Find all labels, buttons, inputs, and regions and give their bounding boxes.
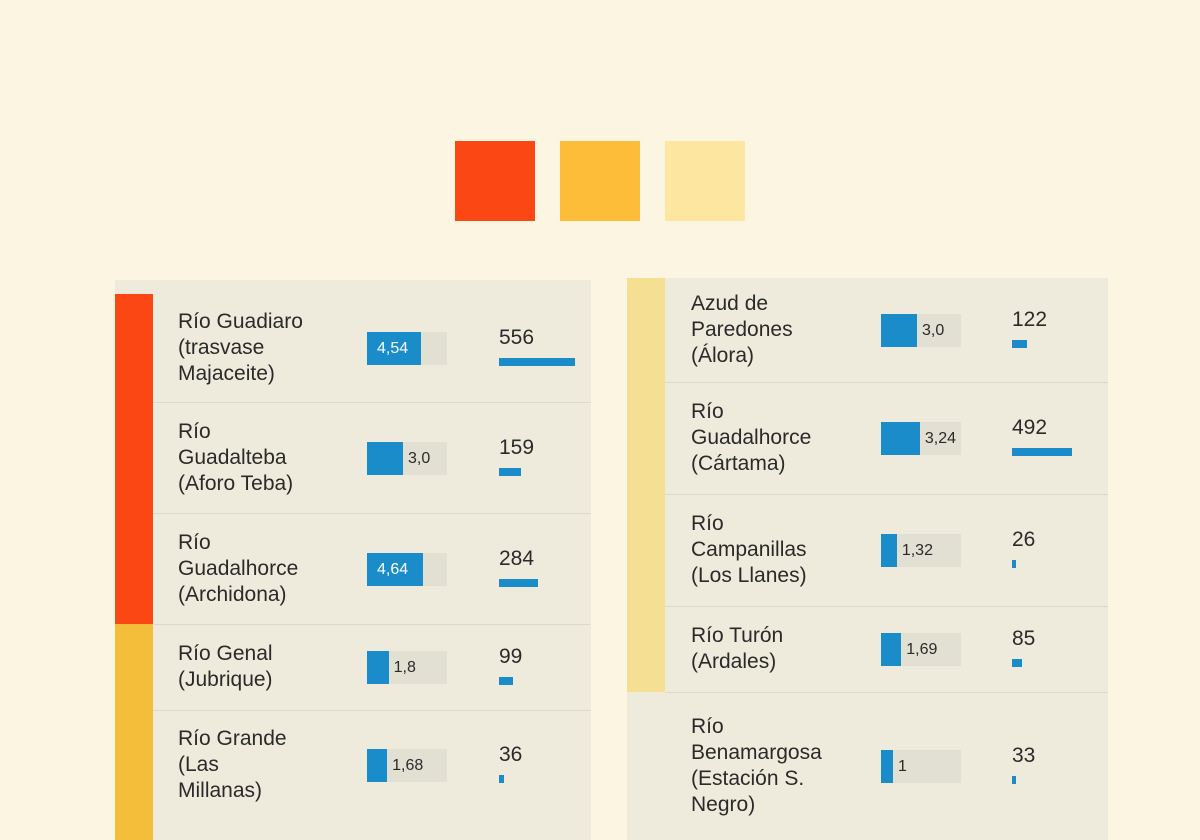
count-value: 284 [499, 546, 535, 570]
count-bar [1012, 448, 1073, 456]
value-bar-track: 1,68 [367, 749, 447, 782]
count-bar [1012, 340, 1027, 348]
count-value: 556 [499, 326, 535, 349]
count-value: 36 [499, 743, 523, 766]
count-bar [499, 467, 521, 476]
count-value: 159 [499, 435, 535, 459]
count-bar [499, 358, 575, 366]
value-label: 3,0 [408, 449, 431, 467]
station-name: Río Guadalteba (Aforo Teba) [178, 419, 294, 495]
count-value: 99 [499, 645, 523, 668]
count-value: 26 [1012, 528, 1036, 551]
station-name: Azud de Paredones (Álora) [691, 292, 793, 367]
value-label: 1 [898, 758, 907, 775]
value-bar-track: 1 [881, 750, 961, 783]
value-label: 1,68 [392, 757, 424, 774]
value-bar-track: 1,32 [881, 534, 961, 567]
count-bar [499, 775, 504, 783]
value-label: 1,32 [901, 542, 933, 559]
value-bar-track: 4,64 [367, 552, 447, 586]
count-value: 492 [1012, 416, 1048, 439]
value-bar [367, 749, 388, 782]
row-divider [665, 692, 1108, 693]
count-bar [1012, 659, 1023, 667]
count-value: 122 [1012, 308, 1048, 331]
value-bar-track: 3,0 [881, 314, 961, 347]
level-band [627, 278, 665, 692]
station-name: Río Genal (Jubrique) [178, 642, 273, 691]
value-bar [367, 332, 422, 365]
value-bar-track: 3,24 [881, 422, 961, 455]
value-bar-track: 1,69 [881, 633, 961, 666]
row-divider [153, 710, 591, 711]
row-divider [153, 624, 591, 625]
value-bar [881, 314, 917, 347]
value-bar-track: 4,54 [367, 332, 447, 365]
station-name: Río Guadalhorce (Archidona) [178, 530, 299, 606]
right-table-panel: Azud de Paredones (Álora) 3,0 122 Río Guada… [627, 278, 1108, 840]
station-name: Río Benamargosa (Estación S. Negro) [691, 715, 822, 816]
count-bar [1012, 776, 1017, 784]
value-bar [367, 552, 423, 586]
value-bar-track: 1,8 [367, 651, 447, 684]
value-bar [367, 651, 389, 684]
value-bar [881, 633, 902, 666]
count-bar [499, 578, 538, 587]
row-divider [153, 513, 591, 514]
value-label: 1,69 [906, 641, 938, 658]
count-bar [1012, 560, 1016, 568]
row-divider [665, 382, 1108, 383]
value-bar-track: 3,0 [367, 441, 447, 475]
count-bar [499, 677, 513, 685]
row-divider [665, 494, 1108, 495]
value-label: 3,24 [924, 430, 957, 447]
count-value: 85 [1012, 627, 1036, 650]
station-name: Río Guadalhorce (Cártama) [691, 400, 812, 475]
row-divider [665, 606, 1108, 607]
legend-swatch-medium [560, 141, 640, 221]
station-name: Río Grande (Las Millanas) [178, 727, 287, 802]
legend-swatch-high [455, 141, 535, 221]
station-name: Río Guadiaro (trasvase Majaceite) [178, 310, 303, 385]
value-bar [881, 534, 897, 567]
value-bar [367, 441, 403, 475]
station-name: Río Turón (Ardales) [691, 624, 784, 673]
value-label: 3,0 [922, 322, 945, 339]
level-band [115, 624, 153, 840]
legend-swatch-low [665, 141, 745, 221]
value-label: 4,64 [377, 560, 409, 578]
left-table-panel: Río Guadiaro (trasvase Majaceite) 4,54 556… [115, 280, 591, 840]
value-bar [881, 750, 893, 783]
value-label: 1,8 [393, 659, 416, 676]
station-name: Río Campanillas (Los Llanes) [691, 512, 807, 587]
value-bar [881, 422, 920, 455]
level-band [115, 294, 153, 624]
value-label: 4,54 [377, 340, 409, 357]
count-value: 33 [1012, 744, 1036, 767]
row-divider [153, 402, 591, 403]
